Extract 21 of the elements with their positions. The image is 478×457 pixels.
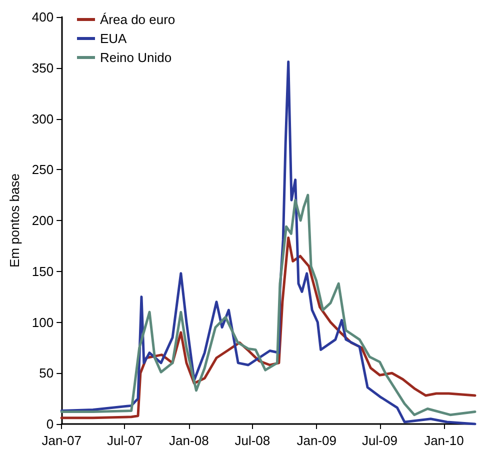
x-tick-label: Jul-07 — [107, 433, 142, 448]
y-tick-label: 400 — [32, 10, 54, 24]
x-tick-label: Jan-08 — [169, 433, 209, 448]
x-tick-label: Jul-08 — [234, 433, 270, 448]
y-tick-label: 200 — [32, 213, 54, 228]
y-tick-label: 300 — [32, 111, 54, 126]
legend-label: Área do euro — [100, 12, 176, 27]
line-series — [60, 194, 476, 416]
y-tick-label: 150 — [32, 264, 54, 279]
y-axis-title: Em pontos base — [7, 174, 22, 268]
y-tick-label: 0 — [46, 416, 54, 432]
y-tick-label: 350 — [32, 60, 54, 76]
legend-label: EUA — [100, 31, 128, 46]
x-tick-label: Jan-10 — [424, 433, 464, 448]
legend-label: Reino Unido — [100, 50, 172, 65]
y-tick-label: 50 — [39, 366, 54, 381]
x-tick-label: Jan-07 — [42, 433, 82, 448]
y-tick-label: 250 — [32, 162, 54, 178]
x-tick-label: Jan-09 — [296, 433, 336, 448]
x-tick-label: Jul-09 — [362, 433, 398, 448]
y-tick-label: 100 — [32, 314, 54, 330]
